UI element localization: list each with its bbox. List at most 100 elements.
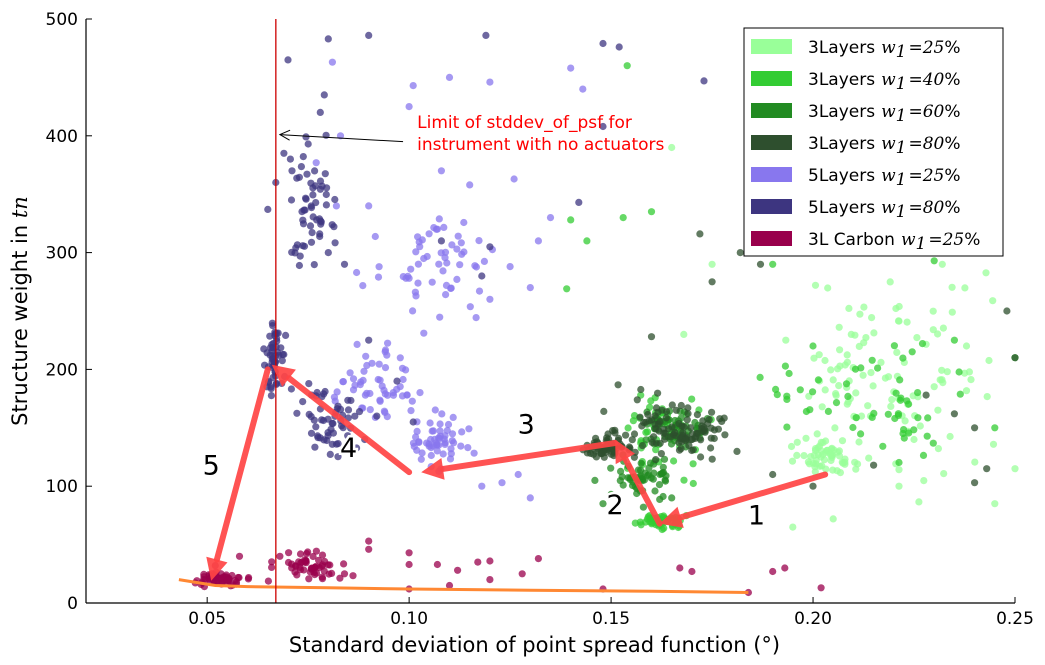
data-point xyxy=(506,263,514,271)
data-point xyxy=(286,155,294,163)
data-point xyxy=(318,575,327,583)
annotation-arrow-head xyxy=(278,129,291,141)
data-point xyxy=(344,432,352,440)
data-point xyxy=(680,423,688,431)
legend-math: w xyxy=(901,230,916,250)
annotation-arrow xyxy=(279,134,404,143)
data-point xyxy=(914,389,922,397)
data-point xyxy=(781,564,789,572)
data-point xyxy=(447,450,455,458)
data-point xyxy=(474,558,482,566)
data-point xyxy=(375,263,383,271)
data-point xyxy=(398,364,407,372)
data-point xyxy=(908,348,916,356)
data-point xyxy=(888,396,896,404)
data-point xyxy=(498,479,506,487)
data-point xyxy=(892,389,900,397)
data-point xyxy=(453,275,461,283)
legend-entry: 3L Carbon w1 =25% xyxy=(808,230,980,254)
data-point xyxy=(675,439,683,447)
data-point xyxy=(817,584,825,592)
data-point xyxy=(307,429,316,437)
data-point xyxy=(414,260,422,268)
data-point xyxy=(916,422,924,430)
legend-eq: =60 xyxy=(908,102,944,122)
legend-entry: 3Layers w1 =60% xyxy=(808,102,961,126)
x-tick-label: 0.25 xyxy=(996,609,1034,629)
legend-entry: 3Layers w1 =25% xyxy=(808,38,961,62)
data-point xyxy=(456,261,464,269)
data-point xyxy=(579,85,587,93)
data-point xyxy=(441,439,449,447)
data-point xyxy=(307,202,315,210)
data-point xyxy=(905,400,913,408)
data-point xyxy=(223,576,231,584)
data-point xyxy=(619,214,627,222)
data-point xyxy=(486,576,494,584)
data-point xyxy=(708,455,716,463)
step-label-3: 3 xyxy=(518,410,535,441)
legend-math: w xyxy=(881,38,896,58)
data-point xyxy=(910,435,918,444)
series-7 xyxy=(191,537,825,597)
data-point xyxy=(859,371,867,379)
data-point xyxy=(305,575,313,583)
data-point xyxy=(445,73,454,81)
data-point xyxy=(647,333,656,341)
data-point xyxy=(630,430,639,438)
data-point xyxy=(295,173,303,181)
data-point xyxy=(642,428,650,436)
data-point xyxy=(829,376,837,384)
data-point xyxy=(336,574,344,582)
data-point xyxy=(314,434,322,442)
data-point xyxy=(630,453,639,461)
data-point xyxy=(288,564,296,572)
data-point xyxy=(884,373,893,381)
data-point xyxy=(457,442,465,450)
data-point xyxy=(300,206,308,214)
data-point xyxy=(268,563,276,572)
data-point xyxy=(443,426,451,435)
data-point xyxy=(900,434,908,442)
data-point xyxy=(832,399,841,407)
data-point xyxy=(929,439,937,447)
path-arrow-4 xyxy=(286,375,413,476)
data-point xyxy=(684,404,692,412)
data-point xyxy=(733,447,741,455)
data-point xyxy=(351,381,359,389)
data-point xyxy=(486,243,494,251)
legend-math: w xyxy=(881,166,896,186)
data-point xyxy=(412,433,420,441)
data-point xyxy=(756,260,765,268)
y-tick-label: 200 xyxy=(46,360,78,380)
data-point xyxy=(910,426,918,434)
legend-percent: % xyxy=(944,198,960,218)
data-point xyxy=(307,565,315,573)
data-point xyxy=(518,570,526,578)
data-point xyxy=(821,386,829,394)
data-point xyxy=(648,416,656,424)
data-point xyxy=(320,436,328,444)
data-point xyxy=(662,472,670,480)
data-point xyxy=(575,198,583,206)
data-point xyxy=(692,433,700,441)
data-point xyxy=(365,537,373,545)
data-point xyxy=(924,414,932,422)
data-point xyxy=(337,405,345,413)
data-point xyxy=(599,500,607,508)
data-point xyxy=(633,396,641,404)
data-point xyxy=(414,279,422,287)
data-point xyxy=(668,494,676,502)
data-point xyxy=(567,64,575,72)
data-point xyxy=(280,149,288,157)
data-point xyxy=(433,447,441,455)
data-point xyxy=(453,245,461,253)
data-point xyxy=(413,427,421,435)
data-point xyxy=(824,407,833,415)
data-point xyxy=(835,447,844,455)
x-axis-title: Standard deviation of point spread funct… xyxy=(289,633,780,657)
legend-subscript: 1 xyxy=(896,170,907,190)
data-point xyxy=(815,351,823,359)
data-point xyxy=(640,418,648,427)
